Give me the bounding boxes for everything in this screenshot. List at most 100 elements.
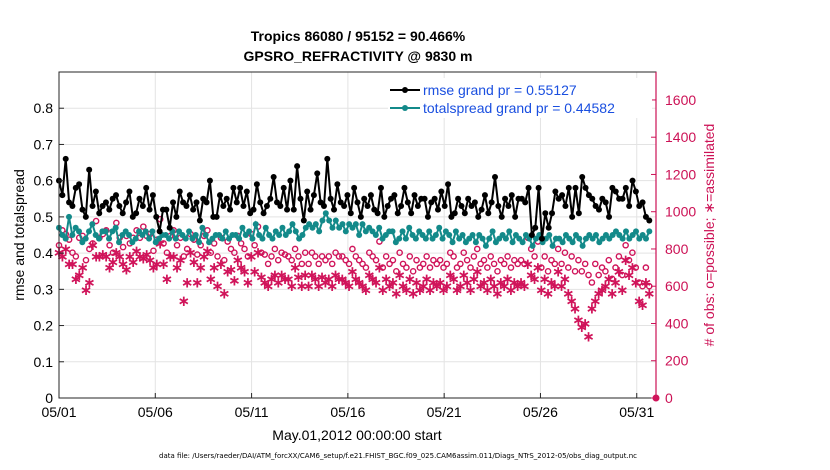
- rmse-point: [92, 188, 99, 195]
- obs-possible-point: [106, 241, 113, 249]
- totalspread-point: [632, 228, 639, 235]
- obs-possible-point: [578, 268, 586, 275]
- rmse-point: [223, 195, 230, 202]
- obs-assimilated-point: ∗: [434, 274, 447, 292]
- obs-assimilated-point: ∗: [377, 281, 390, 299]
- rmse-point: [357, 213, 364, 220]
- rmse-point: [166, 224, 173, 231]
- obs-possible-point: [372, 256, 380, 264]
- rmse-point: [381, 213, 388, 220]
- y-right-tick-label: 800: [665, 241, 689, 257]
- totalspread-point: [546, 232, 553, 238]
- totalspread-point: [519, 239, 526, 246]
- totalspread-point: [192, 232, 199, 238]
- rmse-point: [233, 199, 240, 206]
- obs-possible-point: [92, 217, 100, 225]
- obs-assimilated-point: ∗: [66, 255, 79, 273]
- obs-assimilated-point: ∗: [201, 242, 214, 260]
- obs-assimilated-point: ∗: [147, 259, 160, 277]
- rmse-point: [582, 184, 589, 191]
- obs-assimilated-point: ∗: [555, 277, 568, 295]
- rmse-point: [451, 210, 458, 217]
- obs-assimilated-point: ∗: [339, 274, 352, 292]
- totalspread-point: [116, 239, 123, 246]
- rmse-point: [227, 206, 234, 213]
- rmse-point: [579, 174, 586, 181]
- totalspread-point: [316, 228, 323, 235]
- totalspread-point: [166, 235, 173, 242]
- obs-possible-point: [389, 256, 397, 264]
- obs-possible-point: [581, 260, 589, 268]
- obs-assimilated-point: ∗: [420, 270, 433, 288]
- obs-assimilated-point: ∗: [643, 285, 656, 303]
- totalspread-point: [186, 228, 193, 235]
- obs-possible-point: [89, 240, 97, 247]
- chart-title-line1: Tropics 86080 / 95152 = 90.466%: [251, 28, 466, 44]
- obs-assimilated-point: ∗: [387, 274, 400, 292]
- obs-assimilated-point: ∗: [356, 277, 369, 295]
- obs-assimilated-point: ∗: [454, 277, 467, 295]
- chart-title-line2: GPSRO_REFRACTIVITY @ 9830 m: [244, 48, 473, 64]
- totalspread-point: [246, 228, 253, 235]
- obs-assimilated-point: ∗: [350, 270, 363, 288]
- obs-assimilated-point: ∗: [532, 259, 545, 277]
- legend-rmse-label: rmse grand pr = 0.55127: [423, 82, 577, 98]
- obs-possible-point: [436, 256, 444, 264]
- obs-possible-point: [446, 249, 454, 256]
- rmse-point: [304, 188, 311, 195]
- obs-possible-point: [366, 249, 373, 256]
- legend-rmse-marker: [402, 87, 408, 93]
- rmse-point: [173, 213, 180, 220]
- obs-assimilated-point: ∗: [285, 277, 298, 295]
- totalspread-point: [646, 228, 653, 235]
- obs-assimilated-point: ∗: [312, 277, 325, 295]
- rmse-point: [310, 192, 317, 199]
- obs-assimilated-point: ∗: [164, 247, 177, 265]
- rmse-point: [438, 188, 445, 195]
- rmse-point: [629, 177, 636, 184]
- rmse-point: [237, 184, 244, 191]
- obs-possible-point: [288, 256, 296, 264]
- rmse-point: [364, 203, 371, 210]
- obs-assimilated-point: ∗: [86, 236, 99, 254]
- y-left-tick-label: 0.7: [34, 136, 54, 152]
- obs-assimilated-point: ∗: [589, 292, 602, 310]
- obs-assimilated-point: ∗: [515, 274, 528, 292]
- obs-assimilated-point: ∗: [343, 277, 356, 295]
- obs-assimilated-point: ∗: [235, 259, 248, 277]
- obs-assimilated-point: ∗: [326, 277, 339, 295]
- rmse-point: [488, 199, 495, 206]
- obs-assimilated-point: ∗: [93, 247, 106, 265]
- totalspread-point: [172, 235, 179, 242]
- obs-possible-point: [558, 260, 565, 268]
- rmse-point: [465, 195, 472, 202]
- totalspread-point: [469, 232, 476, 238]
- totalspread-point: [132, 235, 139, 242]
- obs-assimilated-point: ∗: [373, 259, 386, 277]
- legend: rmse grand pr = 0.55127 totalspread gran…: [388, 78, 652, 118]
- rmse-point: [156, 228, 163, 235]
- obs-possible-point: [642, 264, 650, 271]
- obs-possible-point: [241, 245, 248, 253]
- obs-assimilated-point: ∗: [640, 274, 653, 292]
- rmse-point: [549, 210, 556, 217]
- obs-assimilated-point: ∗: [245, 247, 258, 265]
- obs-assimilated-point: ∗: [481, 281, 494, 299]
- rmse-point: [59, 192, 66, 199]
- obs-assimilated-point: ∗: [538, 270, 551, 288]
- totalspread-point: [149, 228, 156, 235]
- totalspread-point: [69, 232, 76, 238]
- totalspread-point: [262, 224, 269, 231]
- totalspread-point: [352, 221, 359, 228]
- totalspread-point: [329, 224, 336, 231]
- y-right-tick-label: 200: [665, 353, 689, 369]
- obs-possible-point: [517, 256, 525, 264]
- y-left-tick-label: 0.5: [34, 209, 54, 225]
- obs-assimilated-point: ∗: [97, 246, 110, 264]
- totalspread-point: [399, 228, 406, 235]
- rmse-point: [458, 203, 465, 210]
- obs-possible-point: [332, 249, 339, 256]
- obs-possible-point: [470, 253, 478, 260]
- totalspread-point: [479, 235, 486, 242]
- rmse-point: [277, 203, 284, 210]
